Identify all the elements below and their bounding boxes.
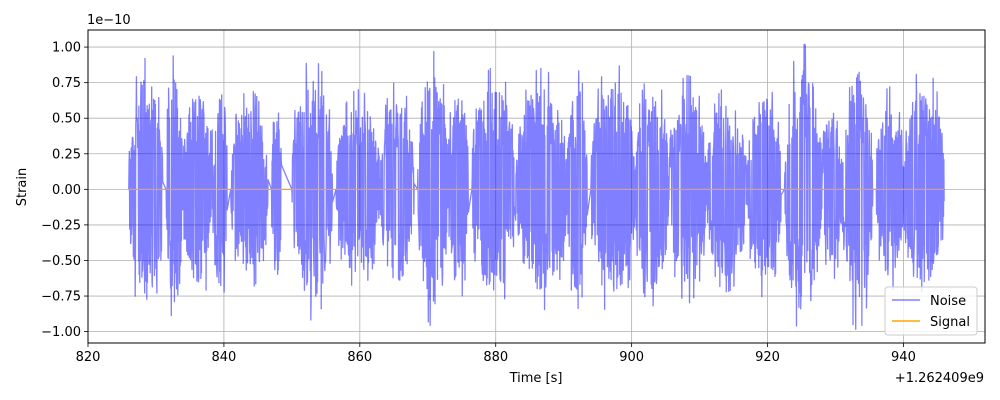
y-tick-label: −0.50 (41, 254, 81, 269)
x-axis-ticks: 820 840 860 880 900 920 940 (76, 343, 916, 365)
y-tick-label: 0.75 (52, 76, 81, 91)
x-tick-label: 900 (619, 350, 644, 365)
y-tick-label: −1.00 (41, 325, 81, 340)
legend: Noise Signal (884, 286, 978, 336)
y-axis-ticks: −1.00 −0.75 −0.50 −0.25 0.00 0.25 0.50 0.75 1.00 (41, 41, 88, 340)
x-tick-label: 920 (755, 350, 780, 365)
x-tick-label: 860 (347, 350, 372, 365)
x-offset-label: +1.262409e9 (895, 371, 984, 386)
y-tick-label: 0.25 (52, 147, 81, 162)
x-axis-label: Time [s] (509, 371, 563, 386)
y-tick-label: 0.00 (52, 183, 81, 198)
y-tick-label: 0.50 (52, 112, 81, 127)
y-tick-label: −0.25 (41, 218, 81, 233)
series-layer (128, 43, 945, 330)
legend-noise-label: Noise (930, 294, 966, 309)
y-tick-label: −0.75 (41, 290, 81, 305)
legend-signal-label: Signal (930, 315, 970, 330)
x-tick-label: 820 (76, 350, 101, 365)
x-tick-label: 840 (211, 350, 236, 365)
noise-series-line (128, 43, 945, 330)
plot-frame (87, 29, 986, 344)
legend-box (884, 286, 978, 336)
y-tick-label: 1.00 (52, 41, 81, 56)
y-scale-label: 1e−10 (87, 13, 131, 28)
y-axis-label: Strain (15, 168, 30, 207)
x-tick-label: 880 (483, 350, 508, 365)
x-tick-label: 940 (891, 350, 916, 365)
